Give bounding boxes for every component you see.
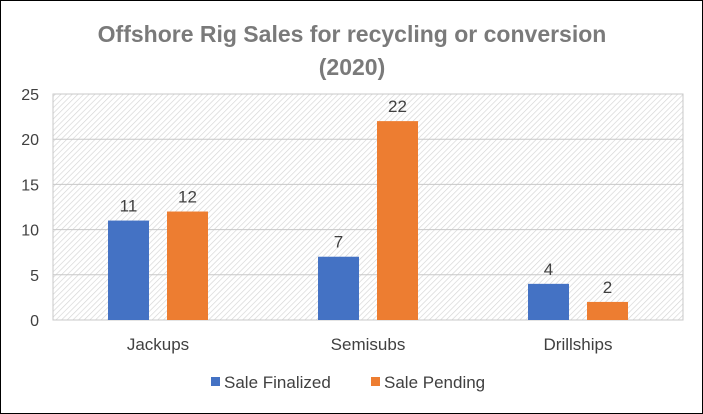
y-tick-label: 0 <box>30 313 39 330</box>
y-tick-label: 25 <box>21 87 39 104</box>
category-label-jackups: Jackups <box>127 335 189 354</box>
y-tick-label: 10 <box>21 223 39 240</box>
data-label-sale-pending-jackups: 12 <box>178 188 197 207</box>
bar-sale-finalized-jackups <box>108 220 149 320</box>
plot-area <box>53 94 683 320</box>
gridlines <box>52 93 684 321</box>
data-labels: 11 12 7 22 4 2 <box>120 97 613 297</box>
y-axis-ticks: 0 5 10 15 20 25 <box>21 87 39 330</box>
legend: Sale Finalized Sale Pending <box>211 373 485 392</box>
data-label-sale-pending-drillships: 2 <box>603 278 612 297</box>
bar-sale-pending-drillships <box>587 301 628 320</box>
x-axis-categories: Jackups Semisubs Drillships <box>127 335 613 354</box>
plot-border <box>52 93 684 321</box>
chart-title-line-2: (2020) <box>319 54 385 80</box>
category-label-drillships: Drillships <box>544 335 613 354</box>
legend-swatch-sale-finalized <box>211 377 220 386</box>
y-tick-label: 15 <box>21 177 39 194</box>
data-label-sale-finalized-semisubs: 7 <box>334 233 343 252</box>
legend-label-sale-finalized: Sale Finalized <box>224 373 331 392</box>
bar-sale-finalized-drillships <box>528 283 569 320</box>
category-label-semisubs: Semisubs <box>331 335 406 354</box>
legend-label-sale-pending: Sale Pending <box>384 373 485 392</box>
bars <box>108 121 628 321</box>
chart-title-line-1: Offshore Rig Sales for recycling or conv… <box>98 21 607 47</box>
y-tick-label: 5 <box>30 268 39 285</box>
bar-sale-pending-semisubs <box>377 121 418 321</box>
data-label-sale-finalized-jackups: 11 <box>120 197 138 216</box>
y-tick-label: 20 <box>21 132 39 149</box>
bar-sale-pending-jackups <box>167 211 208 320</box>
data-label-sale-finalized-drillships: 4 <box>544 260 553 279</box>
data-label-sale-pending-semisubs: 22 <box>388 97 407 116</box>
bar-sale-finalized-semisubs <box>318 256 359 320</box>
legend-swatch-sale-pending <box>371 377 380 386</box>
